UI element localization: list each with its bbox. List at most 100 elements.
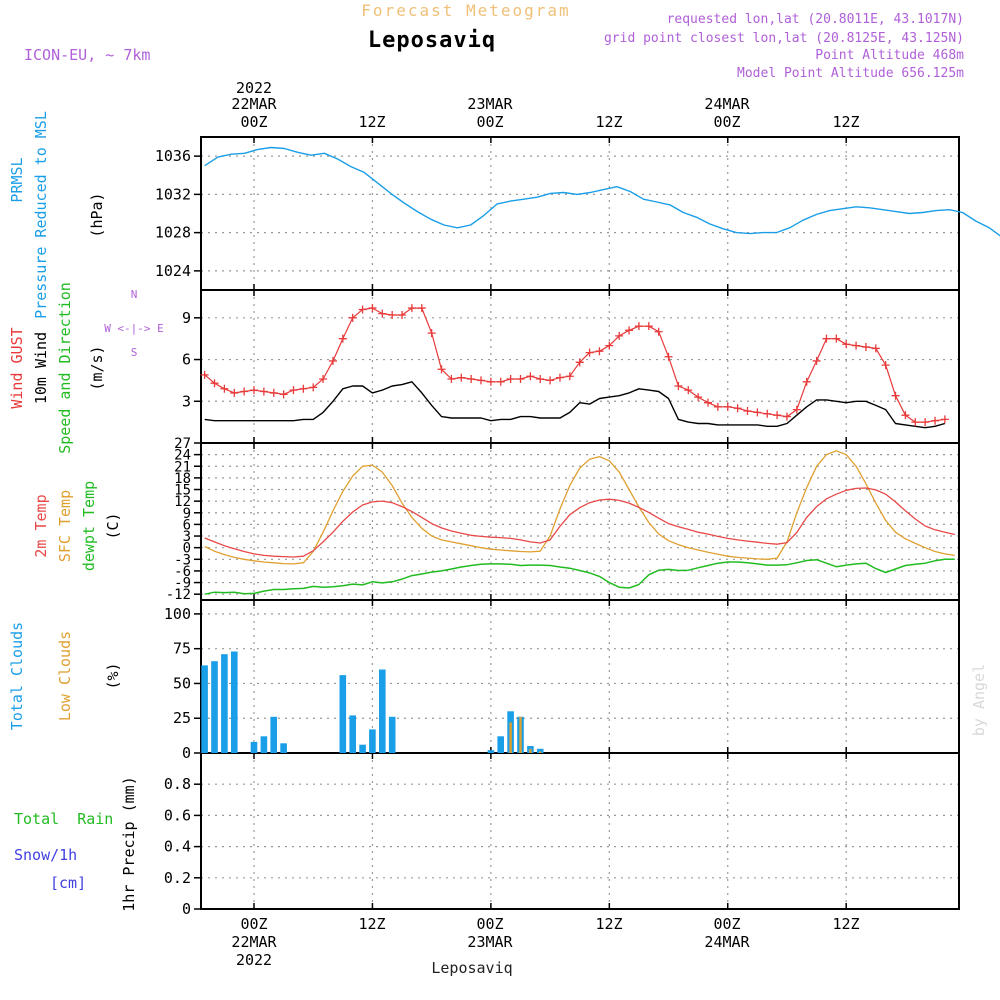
gust-marker xyxy=(447,375,456,384)
top-hour-label: 12Z xyxy=(832,113,859,131)
gust-marker xyxy=(625,326,634,335)
gust-marker xyxy=(477,376,486,385)
y-tick-label: -12 xyxy=(166,587,191,603)
gust-marker xyxy=(240,387,249,396)
chart-panels: 1024102810321036369-12-9-6-3036912151821… xyxy=(155,136,1000,918)
y-tick-label: 1036 xyxy=(155,147,191,165)
total-rain-label: Total Rain xyxy=(14,810,113,828)
total-cloud-bar xyxy=(349,715,356,753)
gust-marker xyxy=(822,334,831,343)
gust-marker xyxy=(773,411,782,420)
gust-marker xyxy=(269,388,278,397)
low-cloud-bar xyxy=(539,751,542,753)
gust-marker xyxy=(457,373,466,382)
gust-marker xyxy=(644,322,653,331)
y-tick-label: 21 xyxy=(174,459,191,475)
top-date-label: 24MAR xyxy=(704,95,750,113)
pressure-unit-label: (hPa) xyxy=(88,192,106,237)
top-hour-label: 00Z xyxy=(713,113,740,131)
y-tick-label: 24 xyxy=(174,448,191,464)
gust-marker xyxy=(595,347,604,356)
compass-s: S xyxy=(131,346,138,359)
gust-marker xyxy=(654,327,663,336)
gust-marker xyxy=(368,304,377,313)
y-tick-label: -6 xyxy=(174,564,191,580)
temp-2m-line xyxy=(204,487,955,558)
pressure-panel-frame xyxy=(200,136,960,291)
gust-marker xyxy=(467,375,476,384)
temp-unit-label: (C) xyxy=(104,512,122,539)
wind-gust-label: Wind GUST xyxy=(8,327,26,408)
gust-marker xyxy=(694,393,703,402)
gust-marker xyxy=(861,343,870,352)
top-date-label: 23MAR xyxy=(467,95,513,113)
gust-marker xyxy=(911,418,920,427)
temp-2m-label: 2m Temp xyxy=(32,494,50,557)
total-cloud-bar xyxy=(487,750,495,753)
bottom-location-label: Leposaviq xyxy=(431,959,512,977)
gust-marker xyxy=(832,334,841,343)
requested-coords: requested lon,lat (20.8011E, 43.1017N) xyxy=(667,12,964,27)
cloud-panel-frame xyxy=(200,599,960,754)
bottom-hour-label: 12Z xyxy=(358,915,385,933)
y-tick-label: 9 xyxy=(183,506,191,522)
gust-marker xyxy=(615,331,624,340)
y-tick-label: 0.8 xyxy=(164,775,191,793)
gust-marker xyxy=(940,415,949,424)
gust-marker xyxy=(309,383,318,392)
gust-marker xyxy=(348,313,357,322)
y-tick-label: 3 xyxy=(183,529,191,545)
bottom-date-label: 23MAR xyxy=(467,933,513,951)
gust-marker xyxy=(328,356,337,365)
cloud-panel-labels: Total Clouds Low Clouds (%) xyxy=(8,622,122,730)
gust-marker xyxy=(259,387,268,396)
bottom-date-label: 24MAR xyxy=(704,933,750,951)
total-cloud-bar xyxy=(221,654,228,753)
y-tick-label: 0 xyxy=(182,744,191,762)
gust-marker xyxy=(378,309,387,318)
wind-10m-line xyxy=(204,381,946,429)
gust-marker xyxy=(921,418,930,427)
y-tick-label: 50 xyxy=(173,674,191,692)
bottom-year-label: 2022 xyxy=(236,951,272,969)
total-cloud-bar xyxy=(260,736,268,753)
gust-marker xyxy=(674,381,683,390)
snow-label: Snow/1h xyxy=(14,846,77,864)
top-hour-label: 00Z xyxy=(240,113,267,131)
top-date-label: 22MAR xyxy=(231,95,277,113)
y-tick-label: 3 xyxy=(182,392,191,410)
bottom-date-label: 22MAR xyxy=(231,933,277,951)
gust-marker xyxy=(605,341,614,350)
bottom-hour-label: 00Z xyxy=(713,915,740,933)
wind-unit-label: (m/s) xyxy=(88,345,106,390)
y-tick-label: 1032 xyxy=(155,185,191,203)
gust-marker xyxy=(338,334,347,343)
gust-marker xyxy=(753,408,762,417)
temp-panel-labels: 2m Temp SFC Temp dewpt Temp (C) xyxy=(32,481,122,571)
y-tick-label: 0.2 xyxy=(164,869,191,887)
dewpt-line xyxy=(204,558,955,595)
precip-unit-label: 1hr Precip (mm) xyxy=(120,776,138,911)
y-tick-label: 15 xyxy=(174,483,191,499)
compass-row: W <-|-> E xyxy=(104,322,164,335)
gust-marker xyxy=(417,304,426,313)
gust-marker xyxy=(546,376,555,385)
gust-marker xyxy=(723,402,732,411)
y-tick-label: 0.6 xyxy=(164,806,191,824)
gust-marker xyxy=(388,311,397,320)
total-cloud-bar xyxy=(536,748,544,753)
model-altitude: Model Point Altitude 656.125m xyxy=(737,66,964,81)
gust-marker xyxy=(891,391,900,400)
top-hour-label: 12Z xyxy=(595,113,622,131)
gust-marker xyxy=(812,356,821,365)
gust-marker xyxy=(852,341,861,350)
snow-unit-label: [cm] xyxy=(50,874,86,892)
gust-marker xyxy=(881,361,890,370)
gust-marker xyxy=(565,372,574,381)
y-tick-label: 0 xyxy=(182,900,191,918)
wind-panel-labels: Wind GUST 10m Wind Speed and Direction (… xyxy=(8,282,164,454)
gust-marker xyxy=(319,375,328,384)
gust-marker xyxy=(743,407,752,416)
precip-panel-frame xyxy=(200,752,960,910)
gust-marker xyxy=(486,377,495,386)
